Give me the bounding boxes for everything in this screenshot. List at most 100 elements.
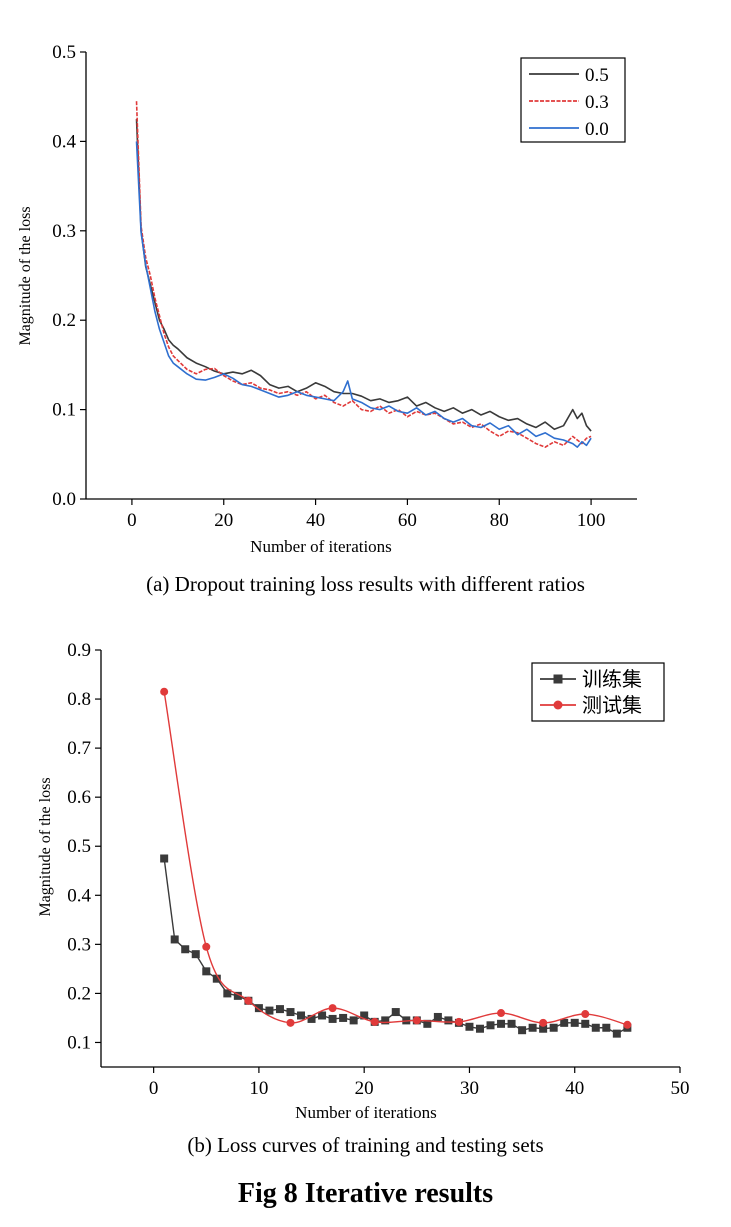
data-point-square — [191, 950, 200, 959]
data-point-circle — [244, 996, 253, 1005]
y-tick-label: 0.3 — [52, 221, 76, 242]
chart-a-x-axis-label: Number of iterations — [250, 537, 392, 556]
data-point-square — [297, 1011, 306, 1020]
legend-marker-circle — [553, 700, 563, 710]
data-point-square — [486, 1021, 495, 1030]
chart-a-caption: (a) Dropout training loss results with d… — [146, 572, 585, 596]
x-tick-label: 40 — [306, 510, 325, 531]
data-point-square — [254, 1004, 263, 1013]
data-point-square — [507, 1019, 516, 1028]
data-point-circle — [623, 1020, 632, 1029]
data-point-square — [349, 1016, 358, 1025]
x-tick-label: 0 — [149, 1078, 159, 1099]
series-line-训练集 — [163, 858, 628, 1035]
x-tick-label: 50 — [671, 1078, 690, 1099]
x-tick-label: 0 — [127, 510, 137, 531]
chart-b-ticks: 0.1 0.2 0.3 0.4 0.5 0.6 0.7 0.8 0.9 0 10 20 30 40 50 — [67, 640, 689, 1099]
legend-label: 0.5 — [585, 65, 609, 86]
series-line-0.0 — [135, 141, 592, 448]
y-tick-label: 0.5 — [67, 836, 91, 857]
data-point-square — [465, 1022, 474, 1031]
data-point-square — [212, 974, 221, 983]
x-tick-label: 40 — [565, 1078, 584, 1099]
figure-title: Fig 8 Iterative results — [237, 1178, 494, 1209]
y-tick-label: 0.8 — [67, 689, 91, 710]
data-point-circle — [328, 1004, 337, 1013]
data-point-square — [286, 1008, 295, 1017]
data-point-square — [275, 1005, 284, 1014]
chart-a-legend: 0.5 0.3 0.0 — [520, 57, 626, 143]
legend-label: 测试集 — [582, 694, 642, 717]
data-point-square — [307, 1014, 316, 1023]
data-point-square — [233, 991, 242, 1000]
legend-marker-square — [553, 674, 563, 684]
x-tick-label: 20 — [214, 510, 233, 531]
legend-label: 训练集 — [582, 668, 642, 691]
y-tick-label: 0.3 — [67, 934, 91, 955]
chart-b-x-axis-label: Number of iterations — [295, 1103, 437, 1122]
data-point-circle — [370, 1017, 379, 1026]
data-point-circle — [454, 1017, 463, 1026]
chart-b: 0.1 0.2 0.3 0.4 0.5 0.6 0.7 0.8 0.9 0 10 20 30 40 50 训… — [37, 640, 690, 1122]
legend-label: 0.0 — [585, 119, 609, 140]
data-point-square — [160, 854, 169, 863]
data-point-circle — [412, 1016, 421, 1025]
data-point-square — [539, 1024, 548, 1033]
data-point-square — [581, 1019, 590, 1028]
chart-a-series — [135, 101, 592, 448]
chart-b-axes — [100, 650, 680, 1068]
series-line-测试集 — [163, 691, 628, 1026]
y-tick-label: 0.7 — [67, 738, 91, 759]
data-point-square — [591, 1023, 600, 1032]
data-point-square — [202, 967, 211, 976]
data-point-circle — [286, 1018, 295, 1027]
chart-a-ticks: 0.0 0.1 0.2 0.3 0.4 0.5 0 20 40 60 80 100 — [52, 42, 605, 531]
data-point-circle — [539, 1018, 548, 1027]
data-point-square — [475, 1024, 484, 1033]
data-point-circle — [202, 942, 211, 951]
chart-b-series — [160, 687, 632, 1038]
data-point-square — [518, 1026, 527, 1035]
y-tick-label: 0.4 — [52, 131, 76, 152]
data-point-square — [170, 935, 179, 944]
x-tick-label: 100 — [577, 510, 606, 531]
data-point-square — [423, 1019, 432, 1028]
data-point-square — [360, 1011, 369, 1020]
y-tick-label: 0.2 — [52, 310, 76, 331]
x-tick-label: 20 — [355, 1078, 374, 1099]
series-line-0.5 — [135, 119, 592, 432]
data-point-square — [549, 1023, 558, 1032]
data-point-square — [612, 1029, 621, 1038]
data-point-square — [528, 1023, 537, 1032]
data-point-circle — [497, 1009, 506, 1018]
chart-a-y-axis-label: Magnitude of the loss — [17, 206, 34, 345]
data-point-square — [444, 1016, 453, 1025]
y-tick-label: 0.5 — [52, 42, 76, 63]
y-tick-label: 0.1 — [67, 1032, 91, 1053]
data-point-square — [328, 1014, 337, 1023]
legend-label: 0.3 — [585, 92, 609, 113]
chart-a-axes — [85, 52, 637, 500]
data-point-square — [381, 1016, 390, 1025]
x-tick-label: 80 — [490, 510, 509, 531]
y-tick-label: 0.2 — [67, 983, 91, 1004]
data-point-square — [602, 1023, 611, 1032]
y-tick-label: 0.6 — [67, 787, 91, 808]
chart-a: 0.00.10.20.30.40.50 20 40 60 80 100 0.50.30.0… — [17, 42, 637, 556]
data-point-circle — [581, 1010, 590, 1019]
y-tick-label: 0.4 — [67, 885, 91, 906]
data-point-square — [339, 1013, 348, 1022]
data-point-square — [433, 1012, 442, 1021]
legend-box — [531, 662, 665, 722]
chart-b-y-axis-label: Magnitude of the loss — [37, 777, 54, 916]
y-tick-label: 0.9 — [67, 640, 91, 661]
data-point-square — [265, 1006, 274, 1015]
y-tick-label: 0.1 — [52, 400, 76, 421]
data-point-square — [181, 945, 190, 954]
data-point-square — [223, 989, 232, 998]
x-tick-label: 30 — [460, 1078, 479, 1099]
legend-box — [520, 57, 626, 143]
data-point-square — [560, 1018, 569, 1027]
data-point-square — [570, 1018, 579, 1027]
